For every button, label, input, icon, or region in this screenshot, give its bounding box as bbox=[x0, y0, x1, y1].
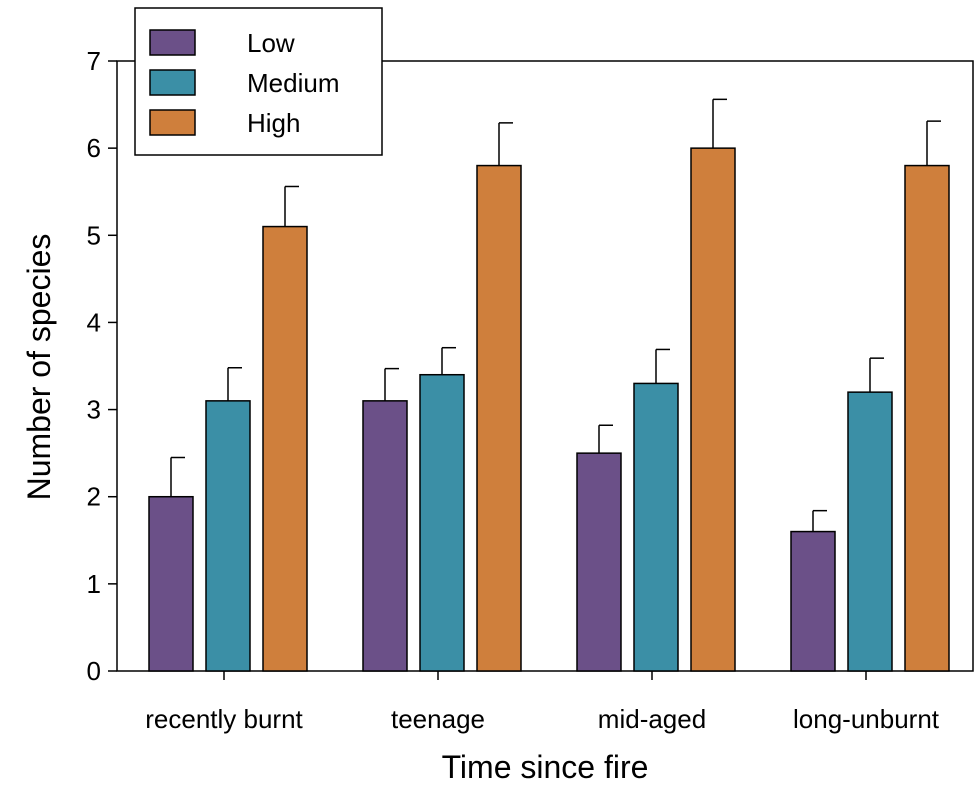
bar-medium-3 bbox=[633, 382, 679, 672]
x-category-label: long-unburnt bbox=[793, 704, 940, 734]
plot-frame bbox=[116, 60, 974, 672]
bar-low-2 bbox=[362, 400, 408, 672]
bar-low-3 bbox=[576, 452, 622, 672]
y-tick-label: 7 bbox=[87, 46, 101, 76]
bar-high-3 bbox=[690, 147, 736, 672]
bar-medium-2 bbox=[419, 373, 465, 672]
bar-high-2 bbox=[476, 164, 522, 672]
bar-high-4 bbox=[904, 164, 950, 672]
y-tick-label: 6 bbox=[87, 133, 101, 163]
legend-label-low: Low bbox=[247, 28, 295, 58]
x-axis-title: Time since fire bbox=[442, 749, 649, 785]
legend-swatch-high bbox=[149, 109, 196, 136]
y-axis-title: Number of species bbox=[21, 234, 57, 501]
legend-swatch-low bbox=[149, 29, 196, 56]
y-tick-label: 2 bbox=[87, 482, 101, 512]
legend-label-high: High bbox=[247, 108, 300, 138]
x-category-label: mid-aged bbox=[598, 704, 706, 734]
bar-high-1 bbox=[262, 225, 308, 672]
y-tick-label: 1 bbox=[87, 569, 101, 599]
bar-low-4 bbox=[790, 530, 836, 672]
y-tick-label: 3 bbox=[87, 395, 101, 425]
bar-low-1 bbox=[148, 495, 194, 672]
legend-label-medium: Medium bbox=[247, 68, 339, 98]
y-tick-label: 5 bbox=[87, 220, 101, 250]
bar-medium-4 bbox=[847, 391, 893, 672]
y-tick-label: 0 bbox=[87, 656, 101, 686]
legend: Low Medium High bbox=[134, 7, 383, 156]
legend-swatch-medium bbox=[149, 69, 196, 96]
x-category-label: recently burnt bbox=[145, 704, 303, 734]
y-tick-label: 4 bbox=[87, 307, 101, 337]
bar-medium-1 bbox=[205, 400, 251, 672]
plot-area: 0 1 2 3 4 5 6 7 recently burnt teenage mid-aged lon… bbox=[87, 46, 974, 734]
x-category-label: teenage bbox=[391, 704, 485, 734]
